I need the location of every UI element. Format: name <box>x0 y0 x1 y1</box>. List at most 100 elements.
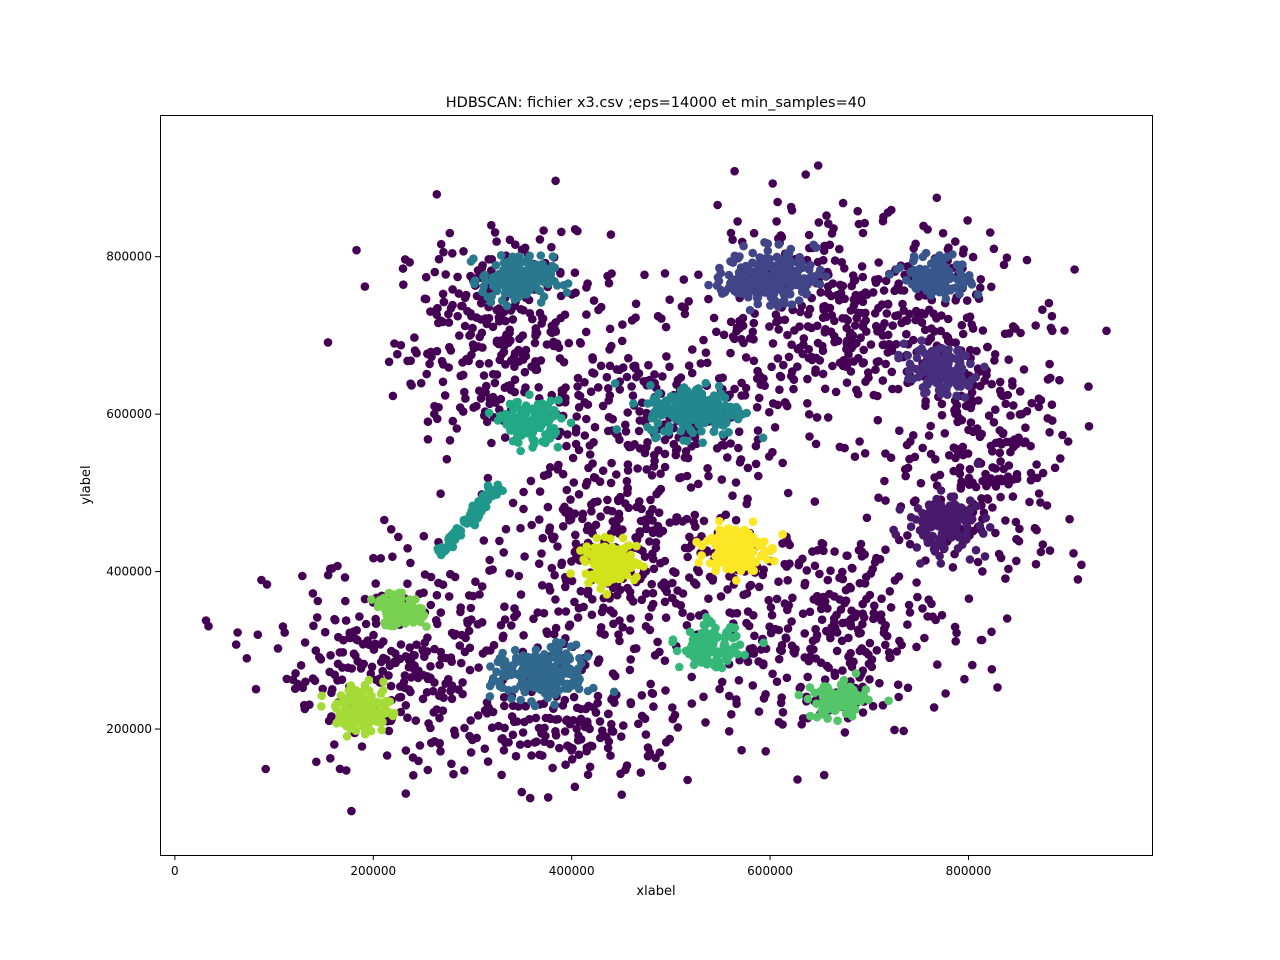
noise-point <box>582 743 592 752</box>
noise-point <box>466 330 476 339</box>
noise-point <box>679 275 689 284</box>
y-tick-label: 800000 <box>106 250 152 264</box>
noise-point <box>581 327 591 337</box>
noise-point <box>622 372 632 382</box>
cluster-3-point <box>973 290 983 299</box>
cluster-9-point <box>719 641 729 651</box>
noise-point <box>571 539 581 548</box>
noise-point <box>783 624 793 633</box>
cluster-0-point <box>953 510 962 519</box>
noise-point <box>438 360 448 369</box>
noise-point <box>527 751 536 760</box>
noise-point <box>1002 614 1012 623</box>
noise-point <box>984 411 994 421</box>
cluster-6-point <box>643 399 653 408</box>
noise-point <box>464 591 474 600</box>
noise-point <box>610 671 620 681</box>
noise-point <box>881 640 890 650</box>
noise-point <box>1019 365 1029 374</box>
noise-point <box>913 592 922 602</box>
noise-point <box>733 217 742 226</box>
noise-point <box>745 334 755 343</box>
cluster-13-point <box>584 578 593 588</box>
noise-point <box>754 471 763 481</box>
noise-point <box>805 607 815 617</box>
cluster-2-point <box>795 252 804 262</box>
noise-point <box>850 452 860 462</box>
noise-point <box>749 228 759 238</box>
noise-point <box>530 338 540 348</box>
noise-point <box>789 647 798 656</box>
cluster-1-point <box>944 359 953 368</box>
cluster-4-point <box>536 685 546 695</box>
cluster-1-point <box>899 339 909 349</box>
noise-point <box>589 296 599 305</box>
noise-point <box>567 576 577 586</box>
cluster-4-point <box>537 664 547 674</box>
plot-frame <box>160 115 1153 856</box>
noise-point <box>510 387 519 397</box>
noise-point <box>765 322 774 331</box>
noise-point <box>732 326 741 336</box>
noise-point <box>858 272 868 282</box>
cluster-12-point <box>357 717 366 727</box>
noise-point <box>741 383 751 393</box>
noise-point <box>812 353 821 363</box>
noise-point <box>798 609 808 618</box>
noise-point <box>838 618 847 628</box>
noise-point <box>444 309 453 319</box>
noise-point <box>608 727 618 736</box>
cluster-9-point <box>668 637 677 647</box>
noise-point <box>543 502 553 512</box>
cluster-6-point <box>694 384 703 393</box>
noise-point <box>308 589 318 598</box>
noise-point <box>968 396 978 406</box>
noise-point <box>415 741 425 750</box>
noise-point <box>607 458 616 468</box>
cluster-1-point <box>952 391 961 401</box>
noise-point <box>728 491 737 501</box>
noise-point <box>499 631 508 641</box>
noise-point <box>584 701 593 711</box>
noise-point <box>1022 406 1032 416</box>
cluster-1-point <box>956 382 965 391</box>
noise-point <box>754 582 764 592</box>
noise-point <box>407 381 416 390</box>
cluster-13-point <box>590 543 599 552</box>
noise-point <box>790 326 799 335</box>
noise-point <box>500 615 510 624</box>
cluster-3-point <box>952 260 962 270</box>
noise-point <box>567 755 577 764</box>
noise-point <box>361 619 371 629</box>
cluster-3-point <box>933 261 942 271</box>
noise-point <box>665 362 674 372</box>
noise-point <box>1044 298 1054 308</box>
noise-point <box>566 495 575 504</box>
noise-point <box>924 431 934 440</box>
cluster-10-point <box>836 686 846 695</box>
noise-point <box>987 665 997 674</box>
noise-point <box>538 533 548 543</box>
noise-point <box>1002 437 1011 447</box>
noise-point <box>414 756 423 766</box>
noise-point <box>1012 474 1022 484</box>
cluster-4-point <box>495 677 504 686</box>
cluster-13-point <box>607 548 616 558</box>
noise-point <box>559 357 569 367</box>
noise-point <box>418 694 428 704</box>
noise-point <box>497 350 506 360</box>
noise-point <box>1048 326 1057 336</box>
noise-point <box>371 614 381 624</box>
cluster-9-point <box>709 632 718 642</box>
cluster-9-point <box>702 640 712 650</box>
noise-point <box>987 627 996 637</box>
y-tick-label: 600000 <box>106 407 152 421</box>
noise-point <box>680 309 690 319</box>
noise-point <box>830 618 839 627</box>
cluster-4-point <box>559 652 569 662</box>
noise-point <box>964 594 974 603</box>
cluster-5-point <box>536 298 546 307</box>
cluster-8-point <box>533 399 543 409</box>
cluster-9-point <box>675 662 684 672</box>
